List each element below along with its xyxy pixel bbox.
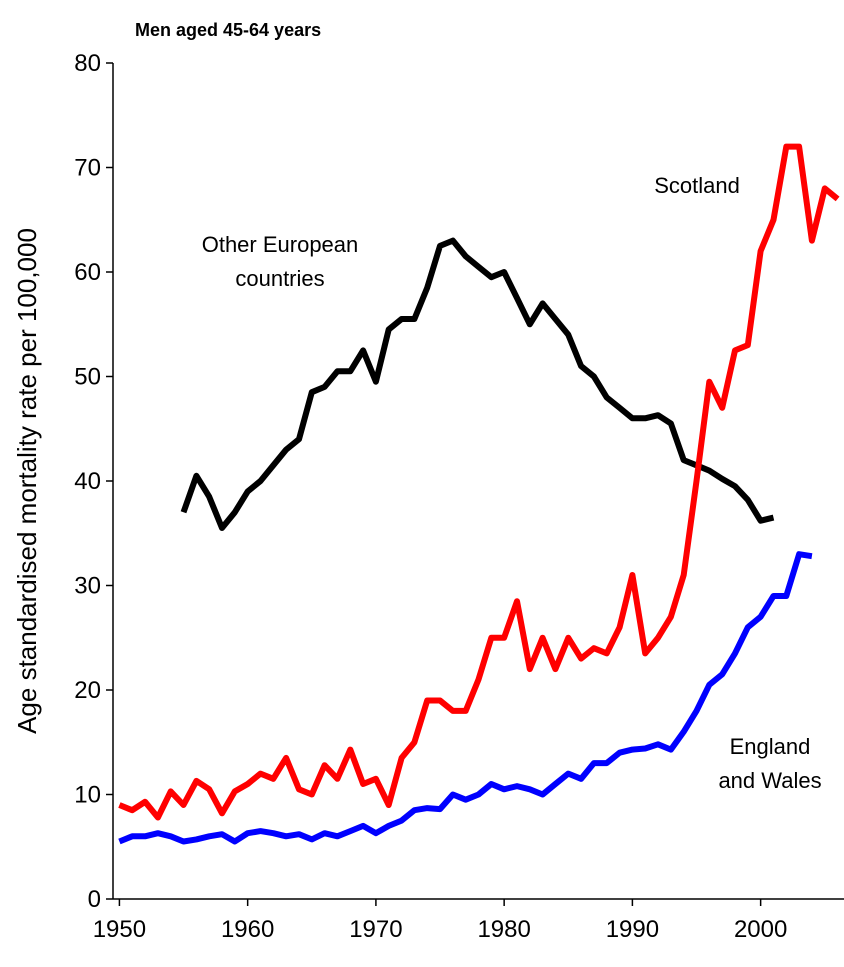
series-label: Other European countries bbox=[201, 232, 359, 291]
y-tick-label: 0 bbox=[88, 886, 101, 913]
x-tick-label: 1960 bbox=[221, 916, 274, 943]
y-tick-label: 50 bbox=[74, 364, 101, 391]
series-label: Scotland bbox=[654, 173, 740, 198]
y-tick-label: 70 bbox=[74, 155, 101, 182]
series-label-box: Other European countries bbox=[201, 232, 359, 291]
x-tick-label: 1970 bbox=[349, 916, 402, 943]
y-tick-label: 40 bbox=[74, 468, 101, 495]
x-tick-label: 2000 bbox=[734, 916, 787, 943]
y-tick-label: 20 bbox=[74, 677, 101, 704]
series-line bbox=[180, 237, 775, 531]
x-tick-label: 1990 bbox=[606, 916, 659, 943]
chart-title: Men aged 45-64 years bbox=[135, 20, 321, 40]
series-line bbox=[118, 551, 813, 845]
y-tick-label: 80 bbox=[74, 50, 101, 77]
x-tick-label: 1980 bbox=[477, 916, 530, 943]
series-label: England and Wales bbox=[718, 734, 822, 793]
y-tick-label: 10 bbox=[74, 782, 101, 809]
y-tick-label: 60 bbox=[74, 259, 101, 286]
x-tick-label: 1950 bbox=[93, 916, 146, 943]
series-label-box: England and Wales bbox=[718, 734, 822, 793]
y-tick-label: 30 bbox=[74, 573, 101, 600]
y-axis-label: Age standardised mortality rate per 100,… bbox=[12, 228, 42, 734]
series-line bbox=[118, 143, 840, 821]
series-label-box: Scotland bbox=[654, 173, 740, 198]
